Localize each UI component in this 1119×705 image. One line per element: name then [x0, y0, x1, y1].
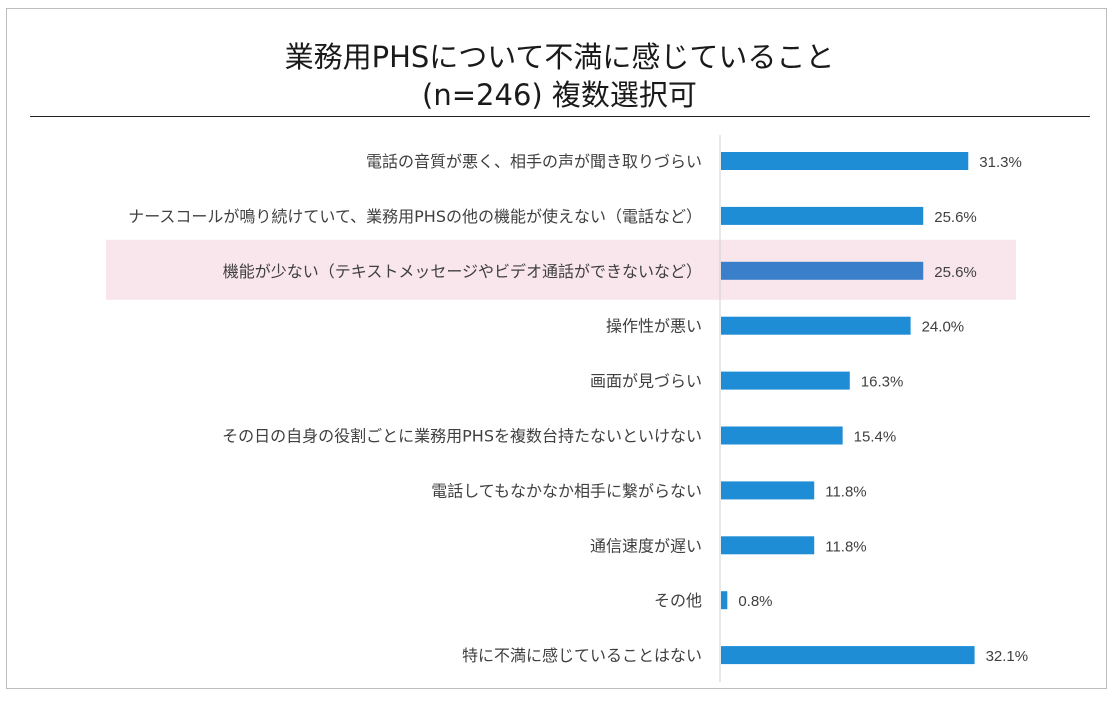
- bar-8: [721, 536, 815, 555]
- bar-6: [721, 426, 843, 445]
- bar-10: [721, 646, 975, 665]
- category-label-5: 画面が見づらい: [590, 372, 702, 391]
- category-label-10: 特に不満に感じていることはない: [462, 646, 702, 665]
- bar-1: [721, 152, 969, 170]
- data-label-9: 0.8%: [738, 593, 772, 610]
- data-label-10: 32.1%: [986, 648, 1029, 665]
- data-label-8: 11.8%: [825, 538, 866, 555]
- data-label-6: 15.4%: [854, 429, 897, 446]
- category-label-6: その日の自身の役割ごとに業務用PHSを複数台持たないといけない: [222, 427, 702, 446]
- chart-title: 業務用PHSについて不満に感じていること: [284, 40, 835, 74]
- bar-5: [721, 371, 850, 390]
- category-label-8: 通信速度が遅い: [590, 536, 702, 555]
- data-label-4: 24.0%: [922, 319, 965, 336]
- chart-frame: [6, 8, 1107, 689]
- chart-subtitle: (n=246) 複数選択可: [422, 78, 697, 112]
- category-label-2: ナースコールが鳴り続けていて、業務用PHSの他の機能が使えない（電話など）: [128, 207, 702, 226]
- data-label-2: 25.6%: [934, 209, 977, 226]
- title-divider: [30, 116, 1090, 117]
- bar-4: [721, 316, 911, 335]
- category-label-3: 機能が少ない（テキストメッセージやビデオ通話ができないなど）: [223, 262, 702, 281]
- category-label-9: その他: [654, 591, 702, 610]
- category-label-1: 電話の音質が悪く、相手の声が聞き取りづらい: [366, 152, 702, 171]
- bar-7: [721, 481, 815, 500]
- category-label-4: 操作性が悪い: [606, 317, 702, 336]
- bar-9: [721, 591, 728, 610]
- data-label-3: 25.6%: [934, 264, 977, 281]
- category-label-7: 電話してもなかなか相手に繋がらない: [431, 481, 702, 500]
- bar-2: [721, 206, 924, 225]
- data-label-5: 16.3%: [861, 374, 904, 391]
- data-label-1: 31.3%: [979, 154, 1022, 171]
- bar-3: [721, 261, 924, 280]
- data-label-7: 11.8%: [825, 483, 866, 500]
